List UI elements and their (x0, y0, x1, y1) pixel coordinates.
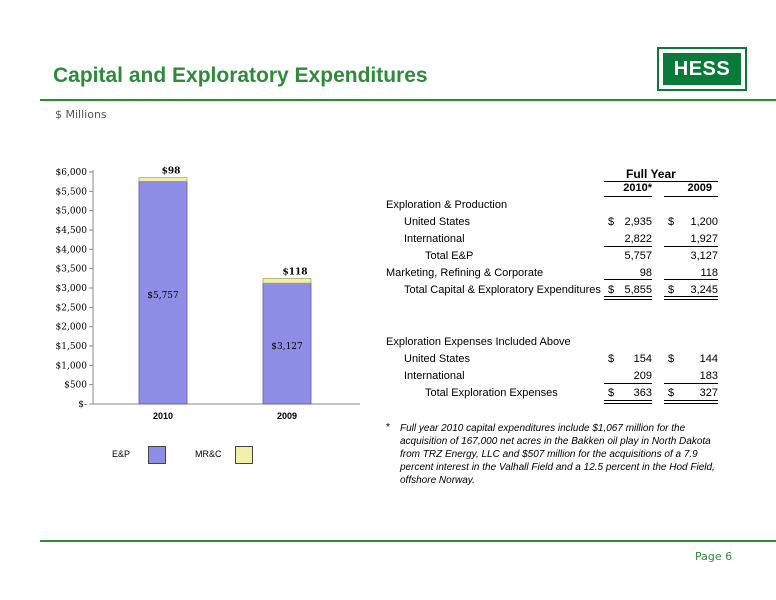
data-label-mrc: $118 (282, 268, 307, 278)
row-value-2009: 1,200 (690, 216, 718, 228)
section-title: Exploration Expenses Included Above (386, 336, 571, 348)
section-title: Exploration & Production (386, 199, 508, 211)
subtotal-rule (604, 383, 652, 384)
data-label-ep: $5,757 (147, 291, 179, 301)
footnote-text: Full year 2010 capital expenditures incl… (400, 423, 715, 486)
subtotal-rule (664, 383, 718, 384)
row-dollar-2010: $ (608, 216, 615, 228)
row-value-2010: 5,757 (624, 250, 652, 262)
bar-ep (138, 180, 188, 405)
footnote-star: * (386, 422, 390, 433)
bar-mrc (138, 177, 188, 182)
row-label: Total Exploration Expenses (425, 387, 558, 399)
row-value-2009: 183 (699, 370, 718, 382)
logo-text: HESS (663, 53, 741, 85)
double-rule (604, 400, 652, 401)
row-value-2009: 327 (699, 387, 718, 399)
bars: $5,757 $98 $3,127 $118 (138, 167, 312, 405)
row-value-2010: 2,822 (624, 233, 652, 245)
row-value-2009: 1,927 (690, 233, 718, 245)
double-rule (604, 403, 652, 404)
legend-ep-swatch (148, 446, 166, 464)
y-tick-label: $5,500 (56, 187, 88, 197)
row-value-2010: 5,855 (624, 284, 652, 296)
y-tick-label: $5,000 (56, 207, 88, 217)
top-divider (40, 99, 776, 101)
page-title: Capital and Exploratory Expenditures (53, 64, 428, 87)
total-rule (604, 279, 652, 280)
data-label-ep: $3,127 (271, 342, 303, 352)
x-category-label: 2010 (153, 411, 173, 421)
row-label: Total Capital & Exploratory Expenditures (404, 284, 601, 296)
y-tick-label: $4,500 (56, 226, 88, 236)
units-label: $ Millions (55, 108, 107, 121)
y-tick-label: $6,000 (56, 168, 88, 178)
bar-mrc (262, 278, 312, 284)
y-tick-label: $3,500 (56, 265, 88, 275)
row-value-2010: 98 (639, 267, 652, 279)
table-group-header: Full Year (626, 167, 676, 181)
row-value-2010: 363 (633, 387, 652, 399)
row-dollar-2009: $ (668, 216, 675, 228)
subtotal-rule (604, 246, 652, 247)
row-value-2010: 209 (633, 370, 652, 382)
data-label-mrc: $98 (162, 167, 181, 177)
subtotal-rule (664, 246, 718, 247)
legend-mrc-swatch (235, 446, 253, 464)
bottom-divider (40, 540, 776, 542)
row-dollar-2009: $ (668, 353, 675, 365)
page-number: Page 6 (695, 550, 733, 563)
col-underline (664, 196, 718, 197)
double-rule (664, 403, 718, 404)
group-underline (604, 181, 718, 182)
row-dollar-2010: $ (608, 353, 615, 365)
y-tick-label: $500 (64, 381, 87, 391)
y-tick-label: $2,000 (56, 323, 88, 333)
row-value-2010: 2,935 (624, 216, 652, 228)
row-dollar-2010: $ (608, 284, 615, 296)
hess-logo: HESS (657, 47, 747, 91)
row-label: United States (404, 216, 471, 228)
row-value-2009: 144 (699, 353, 718, 365)
y-tick-label: $1,000 (56, 361, 88, 371)
row-dollar-2010: $ (608, 387, 615, 399)
bar-ep (262, 282, 312, 405)
row-label: United States (404, 353, 471, 365)
double-rule (664, 296, 718, 297)
double-rule (604, 299, 652, 300)
x-category-label: 2009 (277, 411, 297, 421)
y-axis: $- $500 $1,000 $1,500 $2,000 $2,500 $3,000 $3,5… (56, 168, 360, 410)
y-tick-label: $1,500 (56, 342, 88, 352)
double-rule (604, 296, 652, 297)
legend-ep-label: E&P (112, 449, 131, 459)
double-rule (664, 400, 718, 401)
row-label: International (404, 233, 465, 245)
total-rule (664, 279, 718, 280)
row-value-2009: 3,245 (690, 284, 718, 296)
legend-mrc-label: MR&C (195, 449, 222, 459)
col-header-2009: 2009 (687, 182, 712, 194)
y-tick-label: $4,000 (56, 245, 88, 255)
row-value-2010: 154 (633, 353, 652, 365)
row-value-2009: 3,127 (690, 250, 718, 262)
x-axis: 2010 2009 (153, 411, 297, 421)
double-rule (664, 299, 718, 300)
y-tick-label: $- (78, 400, 87, 410)
row-label: Marketing, Refining & Corporate (386, 267, 544, 279)
col-header-2010: 2010* (623, 182, 652, 194)
row-value-2009: 118 (700, 267, 718, 279)
y-tick-label: $2,500 (56, 303, 88, 313)
row-dollar-2009: $ (668, 284, 675, 296)
row-dollar-2009: $ (668, 387, 675, 399)
y-tick-label: $3,000 (56, 284, 88, 294)
row-label: Total E&P (425, 250, 474, 262)
col-underline (604, 196, 652, 197)
row-label: International (404, 370, 465, 382)
